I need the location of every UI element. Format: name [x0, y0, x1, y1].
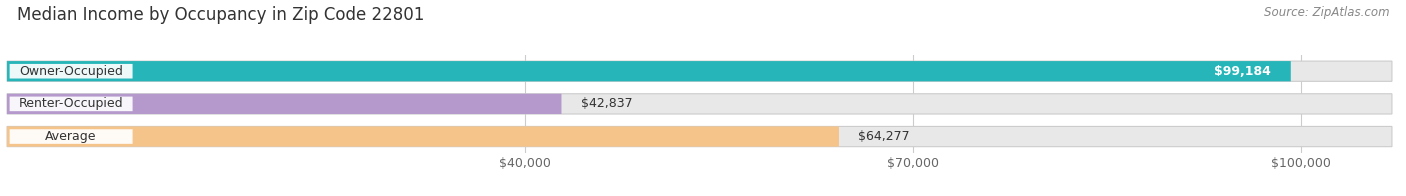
FancyBboxPatch shape: [7, 126, 839, 147]
FancyBboxPatch shape: [7, 94, 561, 114]
FancyBboxPatch shape: [7, 61, 1392, 81]
Text: Average: Average: [45, 130, 97, 143]
FancyBboxPatch shape: [10, 64, 132, 79]
Text: $42,837: $42,837: [581, 97, 633, 110]
FancyBboxPatch shape: [10, 129, 132, 144]
FancyBboxPatch shape: [7, 94, 1392, 114]
Text: $64,277: $64,277: [859, 130, 910, 143]
Text: Owner-Occupied: Owner-Occupied: [20, 65, 124, 78]
FancyBboxPatch shape: [7, 126, 1392, 147]
FancyBboxPatch shape: [10, 97, 132, 111]
Text: Median Income by Occupancy in Zip Code 22801: Median Income by Occupancy in Zip Code 2…: [17, 6, 425, 24]
Text: Source: ZipAtlas.com: Source: ZipAtlas.com: [1264, 6, 1389, 19]
Text: Renter-Occupied: Renter-Occupied: [18, 97, 124, 110]
Text: $99,184: $99,184: [1215, 65, 1271, 78]
FancyBboxPatch shape: [7, 61, 1291, 81]
